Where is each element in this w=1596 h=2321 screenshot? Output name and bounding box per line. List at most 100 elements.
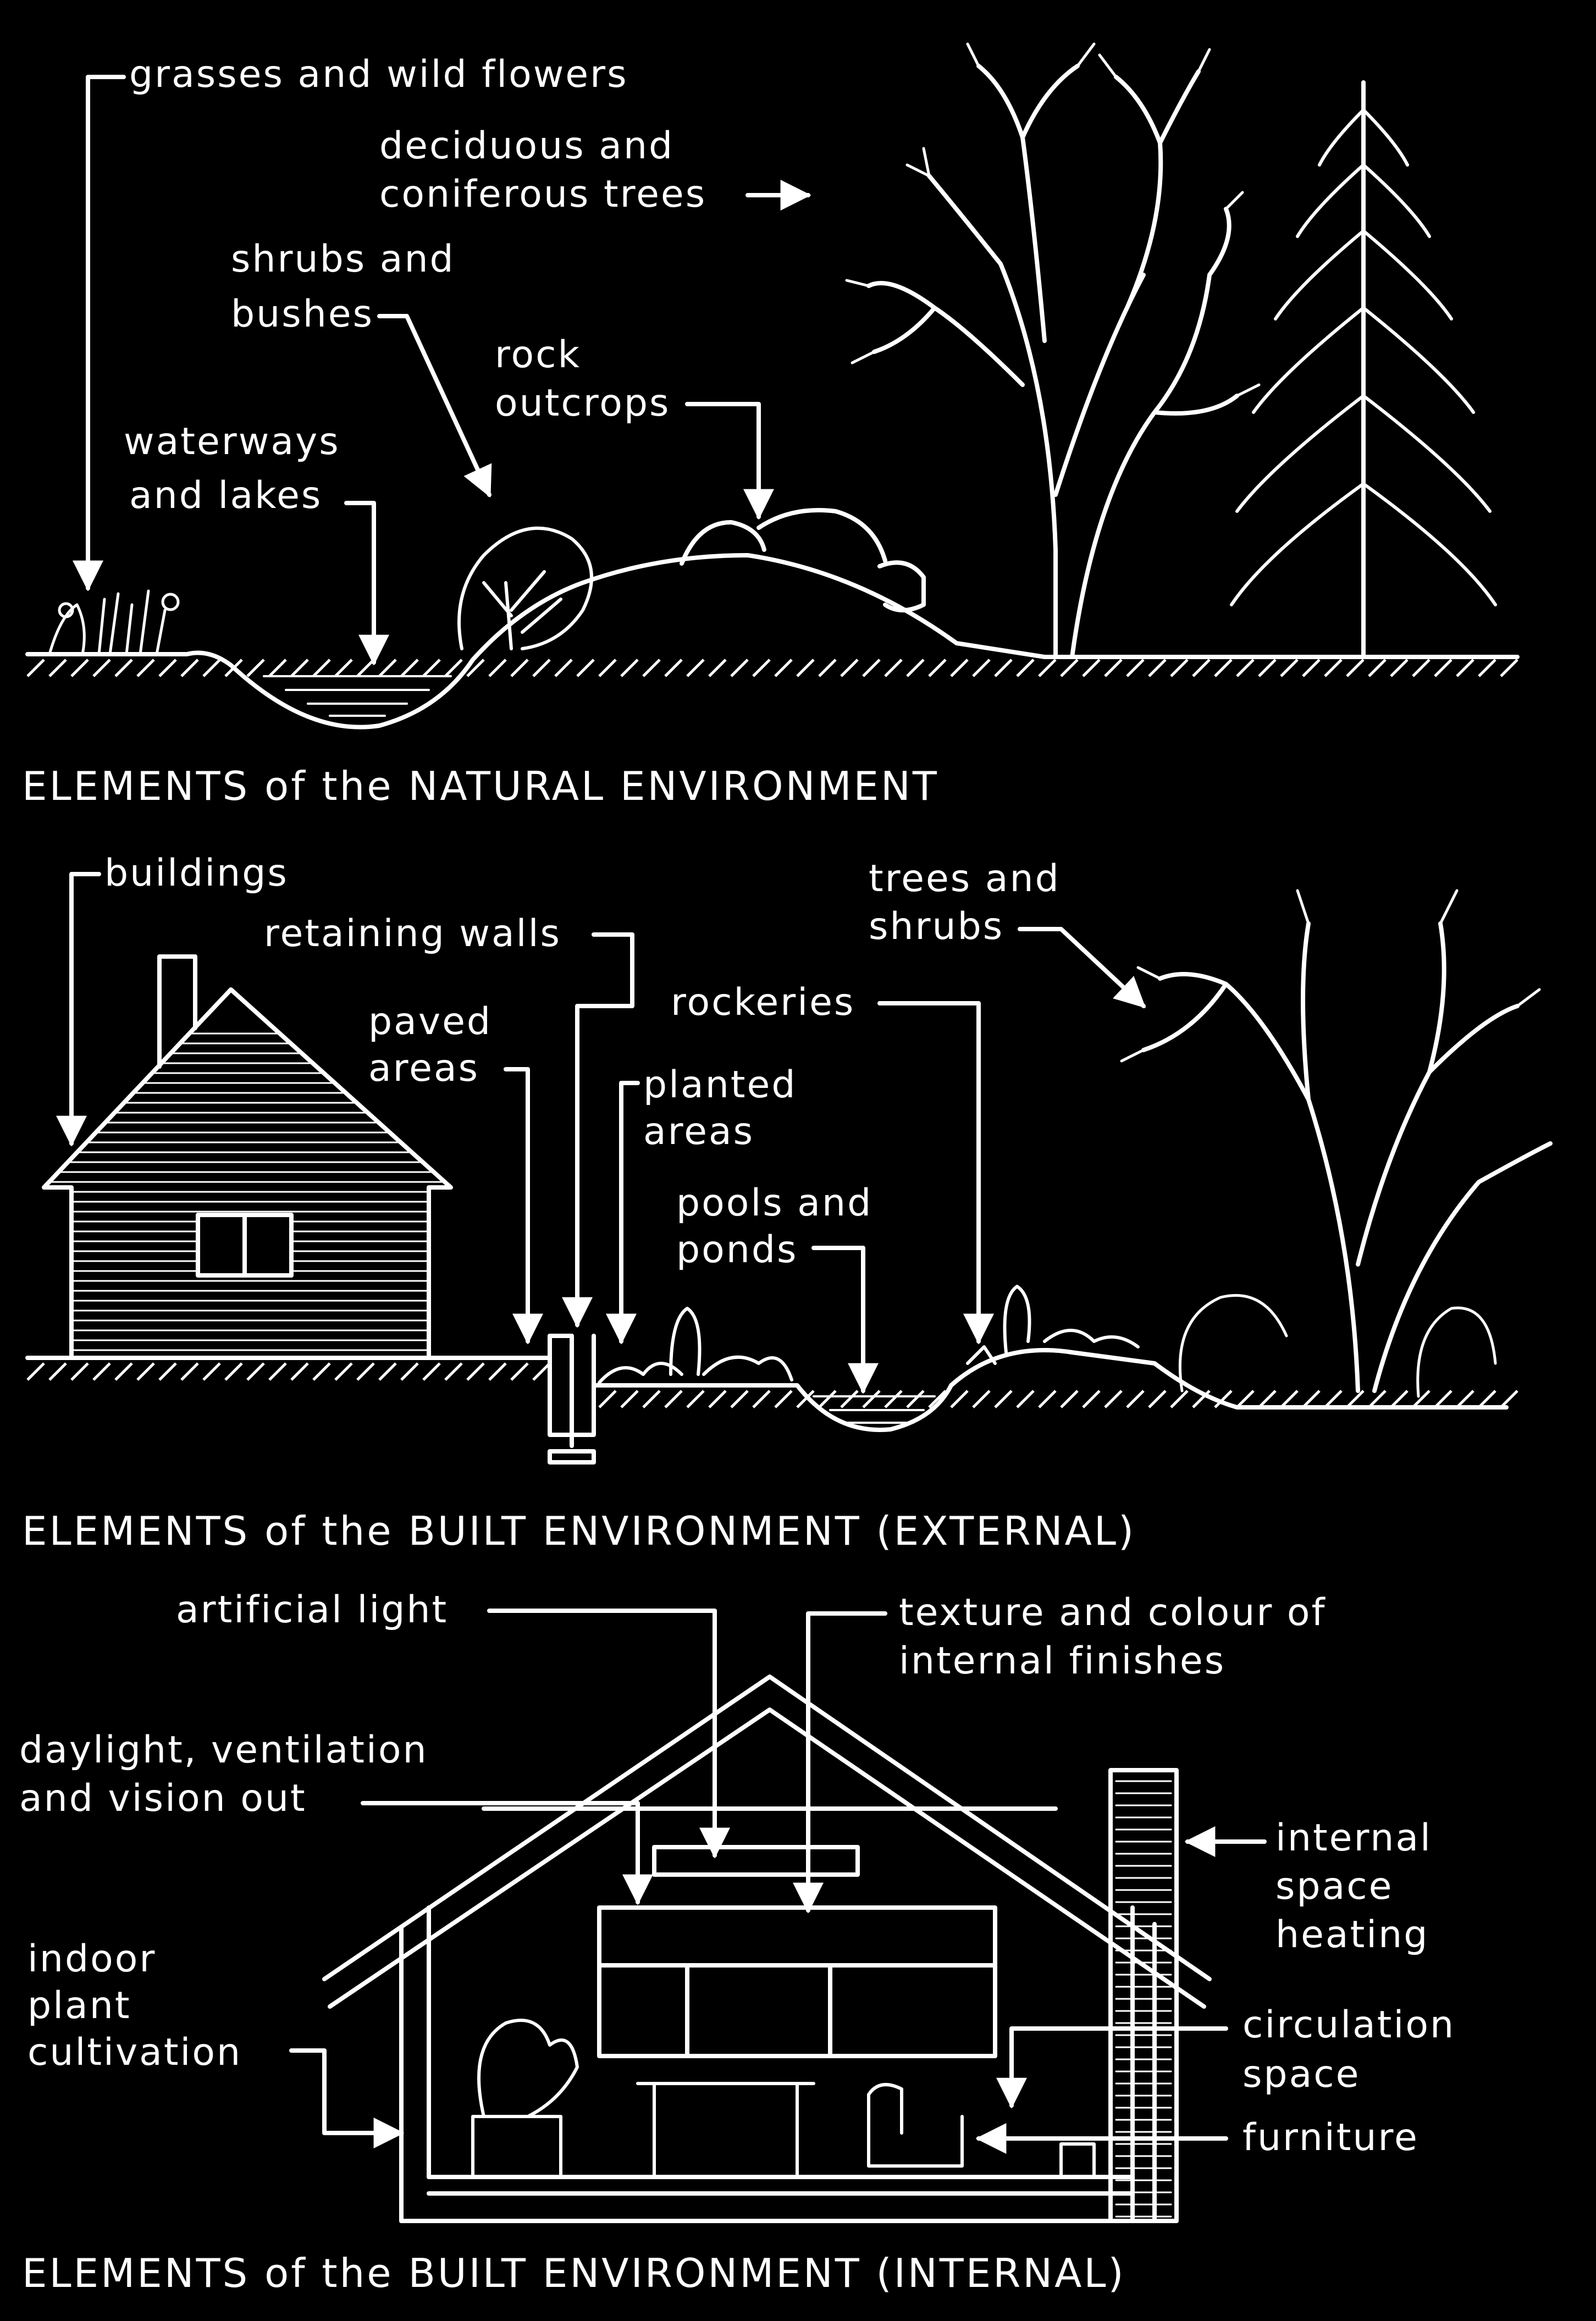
ground-hatch	[444, 659, 463, 677]
ground-hatch	[994, 659, 1013, 677]
label-trees-line1: deciduous and	[379, 124, 675, 168]
ground-hatch	[466, 1362, 485, 1381]
ground-hatch	[1104, 659, 1123, 677]
label-heating-line2: space	[1275, 1865, 1394, 1908]
ground-hatch	[642, 659, 661, 677]
ground-hatch	[598, 1390, 617, 1408]
ground-hatch	[620, 659, 639, 677]
ground-hatch	[620, 1390, 639, 1408]
ground-hatch	[1104, 1390, 1123, 1408]
rock-outcrops-drawing	[680, 508, 926, 612]
ground-hatch	[906, 1390, 925, 1408]
ground-hatch	[1170, 1390, 1189, 1408]
label-circulation-line1: circulation	[1242, 2003, 1456, 2047]
ground-hatch	[840, 659, 859, 677]
ground-hatch	[1280, 1390, 1299, 1408]
ground-hatch	[1324, 1390, 1343, 1408]
ground-hatch	[1170, 659, 1189, 677]
ground-hatch	[994, 1390, 1013, 1408]
ground-hatch	[708, 1390, 727, 1408]
ground-hatch	[1082, 1390, 1101, 1408]
arrow-grasses	[73, 75, 126, 592]
label-shrubs-line2: bushes	[231, 292, 374, 336]
label-circulation-line2: space	[1242, 2053, 1361, 2096]
ground-hatch	[1478, 659, 1496, 677]
arrow-daylight	[361, 1801, 653, 1905]
label-retaining-walls: retaining walls	[264, 912, 561, 955]
label-paved-line1: paved	[368, 1000, 493, 1043]
ground-hatch	[180, 659, 199, 677]
grasses-drawing	[48, 589, 180, 656]
rockeries-drawing	[966, 1285, 1140, 1365]
label-furniture: furniture	[1242, 2116, 1419, 2159]
ground-hatch	[664, 1390, 683, 1408]
ground-hatch	[70, 1362, 89, 1381]
label-shrubs-line1: shrubs and	[231, 237, 455, 281]
ground-hatch	[1390, 1390, 1409, 1408]
planted-areas-drawing	[598, 1307, 793, 1384]
pond-water	[813, 1395, 936, 1424]
ground-hatch	[1016, 1390, 1035, 1408]
label-paved-line2: areas	[368, 1047, 480, 1090]
ground-hatch	[312, 659, 331, 677]
internal-house-section	[322, 1675, 1212, 2223]
label-planted-line1: planted	[643, 1063, 797, 1107]
ground-hatch	[158, 1362, 177, 1381]
ground-hatch	[70, 659, 89, 677]
ground-hatch	[1456, 659, 1474, 677]
ground-hatch	[862, 659, 881, 677]
ground-hatch	[1060, 659, 1079, 677]
ground-hatch	[466, 659, 485, 677]
ground-hatch	[1148, 659, 1167, 677]
ground-hatch	[642, 1390, 661, 1408]
ground-hatch	[686, 659, 705, 677]
ground-hatch	[884, 1390, 903, 1408]
ground-hatch	[532, 1362, 551, 1381]
chimney-brick-lines	[1115, 1780, 1172, 2218]
ground-hatch	[48, 659, 67, 677]
ground-hatch	[202, 659, 221, 677]
ground-hatch	[268, 659, 287, 677]
arrow-paved	[504, 1067, 543, 1345]
ground-hatch	[290, 1362, 309, 1381]
ground-hatch	[1500, 1390, 1518, 1408]
label-artificial-light: artificial light	[176, 1588, 449, 1632]
caption-built-external: ELEMENTS of the BUILT ENVIRONMENT (EXTER…	[22, 1508, 1136, 1554]
ground-hatch	[1390, 659, 1409, 677]
ground-hatch	[1456, 1390, 1474, 1408]
ground-hatch	[928, 659, 947, 677]
arrow-shrubs	[377, 314, 492, 498]
ground-hatch	[510, 1362, 529, 1381]
house-siding	[48, 1032, 446, 1351]
ground-hatch	[1368, 1390, 1387, 1408]
label-water-line2: and lakes	[129, 474, 323, 517]
ground-hatch	[356, 1362, 375, 1381]
ground-hatch	[202, 1362, 221, 1381]
ground-hatch	[708, 659, 727, 677]
label-pools-line2: ponds	[676, 1228, 798, 1272]
label-texture-line1: texture and colour of	[899, 1591, 1327, 1634]
ground-hatch	[1346, 1390, 1365, 1408]
label-trees-line2: coniferous trees	[379, 173, 707, 216]
arrow-plant	[289, 2048, 405, 2148]
ground-hatch	[1368, 659, 1387, 677]
label-heating-line3: heating	[1275, 1913, 1429, 1957]
ground-hatch	[268, 1362, 287, 1381]
ground-hatch	[818, 1390, 837, 1408]
ground-hatch	[92, 1362, 111, 1381]
ground-hatch	[950, 659, 969, 677]
ground-hatch	[1060, 1390, 1079, 1408]
ground-hatch	[114, 659, 133, 677]
ground-hatch	[136, 659, 155, 677]
ground-hatch	[488, 1362, 507, 1381]
ground-hatch	[1016, 659, 1035, 677]
arrow-circulation	[996, 2026, 1228, 2109]
ground-hatch	[246, 1362, 265, 1381]
ground-hatch	[972, 659, 991, 677]
ground-hatch	[510, 659, 529, 677]
ground-hatch	[312, 1362, 331, 1381]
arrow-texture	[793, 1611, 887, 1914]
arrow-retaining	[562, 932, 634, 1328]
label-trees-external-line1: trees and	[869, 857, 1061, 900]
ground-hatch	[290, 659, 309, 677]
